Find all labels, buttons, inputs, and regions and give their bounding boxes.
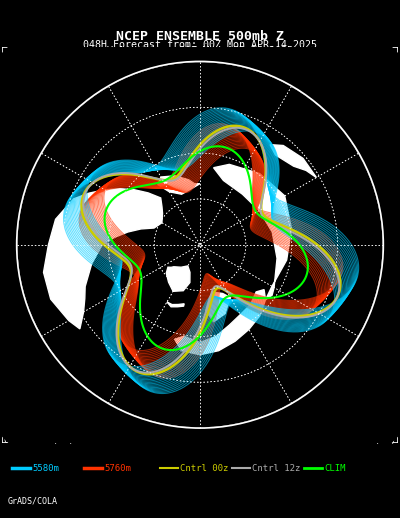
Text: Cntrl 00z: Cntrl 00z [180, 464, 228, 473]
Polygon shape [167, 302, 184, 307]
Polygon shape [44, 189, 162, 329]
Circle shape [17, 62, 383, 428]
Text: GrADS/COLA: GrADS/COLA [8, 496, 58, 505]
Text: 048H Forecast from: 00Z Mon APR,14 2025: 048H Forecast from: 00Z Mon APR,14 2025 [83, 40, 317, 50]
Text: 5760m: 5760m [104, 464, 131, 473]
Text: Valid time: 00Z Wed APR,16 2025: Valid time: 00Z Wed APR,16 2025 [107, 46, 293, 56]
Polygon shape [206, 292, 230, 322]
Text: 5580m: 5580m [32, 464, 59, 473]
Text: 00z Runs:(21): 00z Runs:(21) [4, 436, 74, 444]
Polygon shape [158, 176, 200, 194]
Polygon shape [175, 290, 266, 355]
Text: 12z Runs:(21): 12z Runs:(21) [326, 436, 396, 444]
Polygon shape [214, 164, 292, 300]
Text: CLIM: CLIM [324, 464, 346, 473]
Polygon shape [166, 266, 190, 291]
Text: NCEP ENSEMBLE 500mb Z: NCEP ENSEMBLE 500mb Z [116, 30, 284, 43]
Polygon shape [270, 145, 316, 178]
Text: Cntrl 12z: Cntrl 12z [252, 464, 300, 473]
